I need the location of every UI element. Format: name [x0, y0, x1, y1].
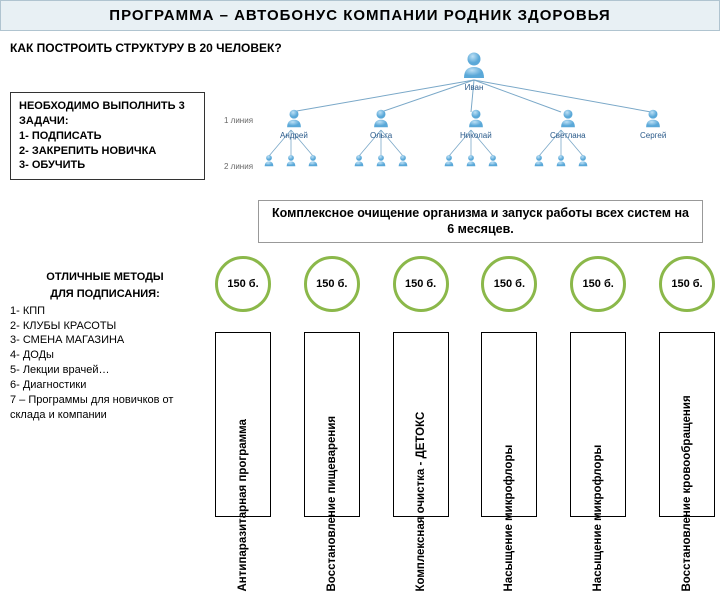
- tree-node: Сергей: [640, 108, 666, 140]
- line-label: 1 линия: [224, 116, 253, 125]
- tree-leaf: [486, 154, 500, 168]
- program-box: Антипаразитарная программа: [215, 332, 271, 517]
- task-item: 1- ПОДПИСАТЬ: [19, 129, 196, 144]
- complex-description: Комплексное очищение организма и запуск …: [258, 200, 703, 243]
- tree-leaf: [554, 154, 568, 168]
- tree-leaf: [262, 154, 276, 168]
- tree-leaf: [442, 154, 456, 168]
- tree-leaf: [396, 154, 410, 168]
- methods-heading: ОТЛИЧНЫЕ МЕТОДЫ: [10, 270, 200, 285]
- method-item: 7 – Программы для новичков от склада и к…: [10, 393, 200, 423]
- method-item: 2- КЛУБЫ КРАСОТЫ: [10, 319, 200, 334]
- tasks-box: НЕОБХОДИМО ВЫПОЛНИТЬ 3 ЗАДАЧИ: 1- ПОДПИС…: [10, 92, 205, 180]
- score-circle: 150 б.: [215, 256, 271, 312]
- method-item: 3- СМЕНА МАГАЗИНА: [10, 333, 200, 348]
- score-circles: 150 б. 150 б. 150 б. 150 б. 150 б. 150 б.: [215, 256, 715, 312]
- method-item: 5- Лекции врачей…: [10, 363, 200, 378]
- tree-root: Иван: [458, 50, 490, 92]
- score-circle: 150 б.: [393, 256, 449, 312]
- program-box: Восстановление кровообращения: [659, 332, 715, 517]
- program-columns: Антипаразитарная программа Восстановление…: [215, 332, 715, 527]
- tree-leaf: [464, 154, 478, 168]
- tree-leaf: [284, 154, 298, 168]
- method-item: 4- ДОДы: [10, 348, 200, 363]
- program-label: Насыщение микрофлоры: [503, 417, 515, 592]
- tree-leaf: [576, 154, 590, 168]
- tree-leaf: [306, 154, 320, 168]
- program-label: Антипаразитарная программа: [237, 417, 249, 592]
- tree-node: Николай: [460, 108, 492, 140]
- tree-node: Светлана: [550, 108, 586, 140]
- score-circle: 150 б.: [304, 256, 360, 312]
- task-item: 3- ОБУЧИТЬ: [19, 158, 196, 173]
- program-box: Комплексная очистка - ДЕТОКС: [393, 332, 449, 517]
- tree-node: Андрей: [280, 108, 308, 140]
- task-item: 2- ЗАКРЕПИТЬ НОВИЧКА: [19, 144, 196, 159]
- method-item: 6- Диагностики: [10, 378, 200, 393]
- method-item: 1- КПП: [10, 304, 200, 319]
- program-label: Насыщение микрофлоры: [592, 417, 604, 592]
- page-title: ПРОГРАММА – АВТОБОНУС КОМПАНИИ РОДНИК ЗД…: [0, 0, 720, 31]
- methods-heading: ДЛЯ ПОДПИСАНИЯ:: [10, 287, 200, 302]
- tree-leaf: [374, 154, 388, 168]
- tree-leaf: [352, 154, 366, 168]
- program-box: Насыщение микрофлоры: [481, 332, 537, 517]
- program-box: Насыщение микрофлоры: [570, 332, 626, 517]
- tree-node: Ольга: [370, 108, 392, 140]
- program-label: Восстановление пищеварения: [326, 417, 338, 592]
- program-label: Комплексная очистка - ДЕТОКС: [415, 417, 427, 592]
- score-circle: 150 б.: [570, 256, 626, 312]
- tasks-heading: НЕОБХОДИМО ВЫПОЛНИТЬ 3 ЗАДАЧИ:: [19, 99, 196, 129]
- line-label: 2 линия: [224, 162, 253, 171]
- score-circle: 150 б.: [481, 256, 537, 312]
- program-label: Восстановление кровообращения: [681, 417, 693, 592]
- methods-list: ОТЛИЧНЫЕ МЕТОДЫ ДЛЯ ПОДПИСАНИЯ: 1- КПП 2…: [10, 270, 200, 422]
- program-box: Восстановление пищеварения: [304, 332, 360, 517]
- org-tree-diagram: Иван Андрей Ольга Николай Светлана Серге…: [220, 50, 710, 200]
- score-circle: 150 б.: [659, 256, 715, 312]
- tree-leaf: [532, 154, 546, 168]
